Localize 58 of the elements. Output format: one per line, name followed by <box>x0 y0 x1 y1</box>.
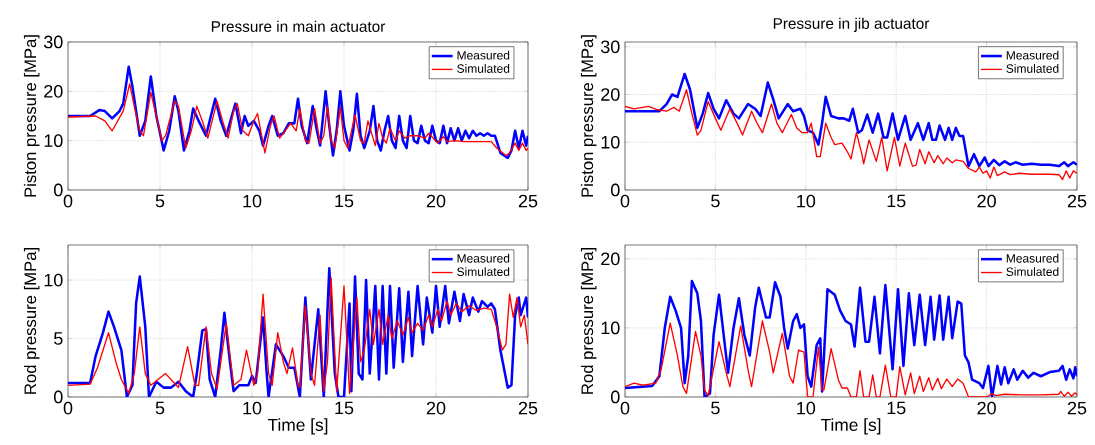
y-tick-label: 10 <box>601 135 620 149</box>
y-axis-title: Rod pressure [MPa] <box>580 248 597 394</box>
y-tick-label: 10 <box>44 134 63 148</box>
x-tick-label: 0 <box>63 401 73 415</box>
y-tick-label: 10 <box>601 321 620 335</box>
x-tick-label: 0 <box>620 194 630 208</box>
x-axis-title: Time [s] <box>820 418 881 435</box>
x-tick-label: 25 <box>518 401 538 415</box>
legend-label: Measured <box>1006 253 1059 263</box>
x-tick-label: 5 <box>155 194 165 208</box>
x-tick-label: 10 <box>243 194 262 208</box>
line-series <box>625 89 1077 181</box>
x-tick-label: 0 <box>620 401 630 415</box>
y-tick-label: 0 <box>54 183 63 197</box>
y-tick-label: 0 <box>54 390 63 404</box>
line-series <box>625 279 1077 397</box>
x-tick-label: 5 <box>711 194 720 208</box>
x-tick-label: 5 <box>711 401 720 415</box>
legend-label: Measured <box>1006 50 1059 60</box>
x-tick-label: 15 <box>887 194 906 208</box>
y-axis-title: Piston pressure [MPa] <box>23 35 40 197</box>
y-axis-title: Piston pressure [MPa] <box>580 35 597 197</box>
x-tick-label: 5 <box>155 401 165 415</box>
y-tick-label: 20 <box>44 84 63 98</box>
legend-label: Simulated <box>1006 64 1059 73</box>
x-tick-label: 20 <box>426 194 446 208</box>
y-tick-label: 0 <box>611 183 620 197</box>
x-tick-label: 10 <box>797 194 816 208</box>
x-tick-label: 15 <box>335 194 354 208</box>
y-tick-label: 20 <box>601 88 620 101</box>
y-tick-label: 0 <box>611 390 620 404</box>
x-axis-title: Time [s] <box>267 418 328 435</box>
x-tick-label: 20 <box>426 401 446 415</box>
y-tick-label: 30 <box>600 40 620 54</box>
x-tick-label: 15 <box>887 401 906 415</box>
chart-title: Pressure in jib actuator <box>773 17 930 32</box>
x-tick-label: 10 <box>797 401 816 415</box>
legend-label: Simulated <box>1006 267 1059 276</box>
legend-label: Simulated <box>457 267 510 276</box>
x-tick-label: 15 <box>335 401 354 415</box>
y-tick-label: 5 <box>54 332 63 345</box>
chart-title: Pressure in main actuator <box>211 20 386 32</box>
legend-label: Simulated <box>457 64 510 73</box>
y-tick-label: 30 <box>43 35 63 49</box>
x-tick-label: 25 <box>1067 401 1087 415</box>
x-tick-label: 0 <box>63 194 73 208</box>
x-tick-label: 25 <box>1067 194 1087 208</box>
line-series <box>625 320 1077 397</box>
y-axis-title: Rod pressure [MPa] <box>23 248 40 394</box>
legend-label: Measured <box>457 253 510 263</box>
legend-label: Measured <box>457 50 510 60</box>
x-tick-label: 20 <box>977 401 996 415</box>
x-tick-label: 25 <box>518 194 538 208</box>
y-tick-label: 10 <box>44 273 63 287</box>
line-series <box>625 72 1077 168</box>
x-tick-label: 10 <box>243 401 262 415</box>
x-tick-label: 20 <box>977 194 996 208</box>
y-tick-label: 20 <box>601 252 620 266</box>
